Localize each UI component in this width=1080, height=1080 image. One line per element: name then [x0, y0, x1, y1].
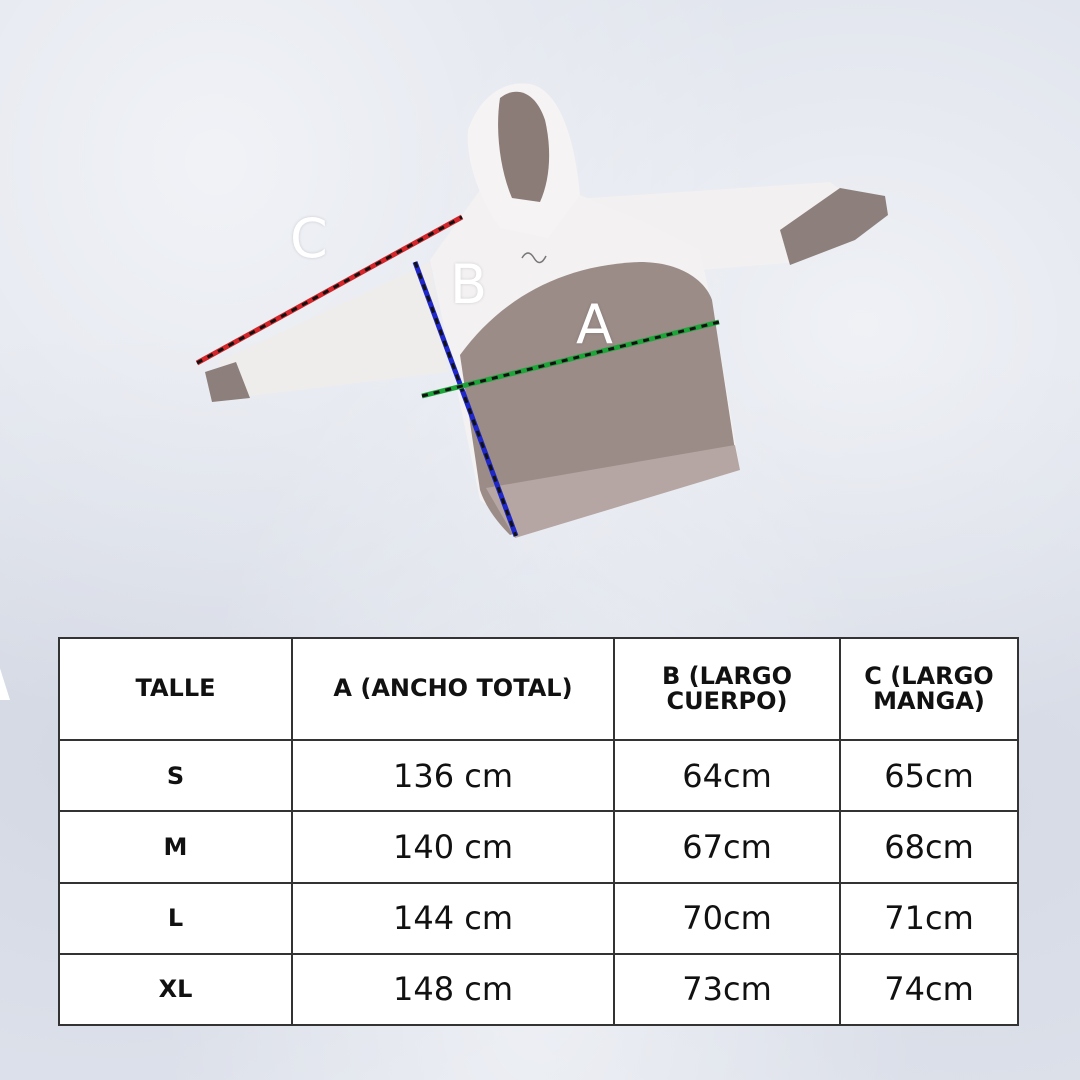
- measurement-lines: [195, 214, 720, 537]
- logo-embroidery: [521, 252, 547, 264]
- header-a: A (ANCHO TOTAL): [291, 637, 615, 741]
- sleeve-length-cell: 65cm: [839, 738, 1019, 813]
- sleeve-length-cell: 68cm: [839, 810, 1019, 884]
- left-cuff: [205, 362, 250, 402]
- hoodie-image: [205, 83, 888, 538]
- width-cell: 148 cm: [291, 952, 615, 1027]
- sleeve-length-cell: 71cm: [839, 881, 1019, 955]
- hood-lining: [498, 91, 550, 202]
- header-b: B (LARGO CUERPO): [613, 637, 841, 741]
- body-length-cell: 64cm: [613, 738, 841, 813]
- size-cell: S: [58, 738, 293, 813]
- table-header-row: TALLE A (ANCHO TOTAL) B (LARGO CUERPO) C…: [58, 637, 1019, 741]
- header-talle: TALLE: [58, 637, 293, 741]
- size-cell: M: [58, 810, 293, 884]
- size-cell: XL: [58, 952, 293, 1027]
- table-row: S 136 cm 64cm 65cm: [58, 738, 1019, 813]
- table-row: M 140 cm 67cm 68cm: [58, 810, 1019, 884]
- table-row: XL 148 cm 73cm 74cm: [58, 952, 1019, 1027]
- size-table: TALLE A (ANCHO TOTAL) B (LARGO CUERPO) C…: [58, 637, 1019, 1027]
- header-c: C (LARGO MANGA): [839, 637, 1019, 741]
- waistband: [486, 445, 740, 538]
- body-length-cell: 73cm: [613, 952, 841, 1027]
- size-cell: L: [58, 881, 293, 955]
- sleeve-length-cell: 74cm: [839, 952, 1019, 1027]
- table-row: L 144 cm 70cm 71cm: [58, 881, 1019, 955]
- label-c: C: [290, 207, 328, 270]
- label-b: B: [450, 253, 488, 316]
- body-length-cell: 67cm: [613, 810, 841, 884]
- label-a: A: [576, 293, 613, 356]
- body-length-cell: 70cm: [613, 881, 841, 955]
- width-cell: 136 cm: [291, 738, 615, 813]
- width-cell: 140 cm: [291, 810, 615, 884]
- edge-decoration: [0, 662, 10, 700]
- hoodie-measurement-illustration: [195, 83, 888, 538]
- right-cuff: [780, 188, 888, 265]
- left-sleeve: [218, 262, 448, 398]
- width-cell: 144 cm: [291, 881, 615, 955]
